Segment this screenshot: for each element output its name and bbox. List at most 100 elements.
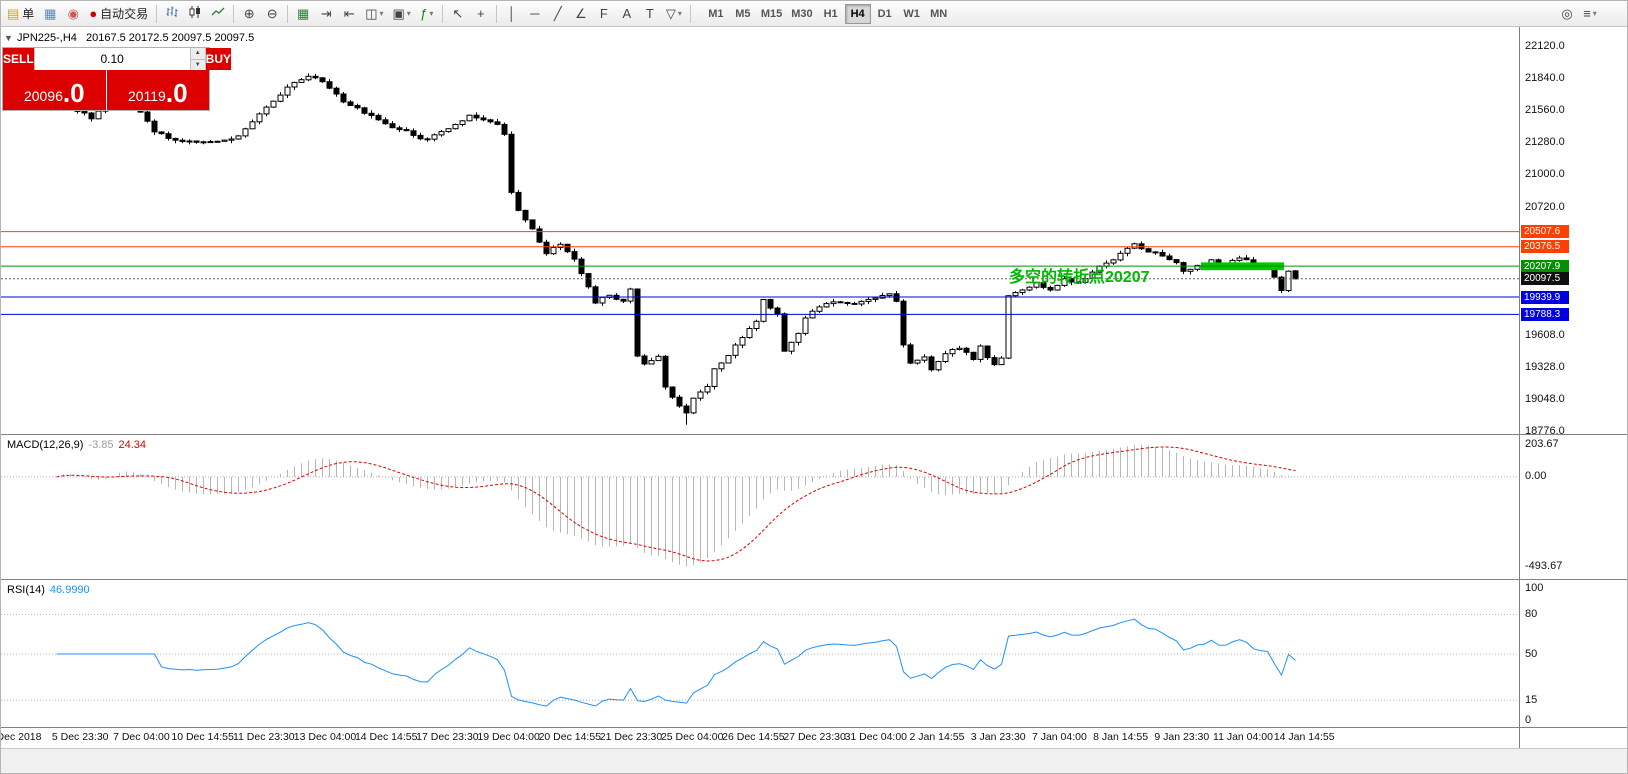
timeframe-m5-button[interactable]: M5 xyxy=(730,4,756,24)
volume-up-button[interactable]: ▲ xyxy=(190,48,205,60)
price-axis[interactable]: 20507.6 20376.5 20207.9 19939.9 19788.3 20097… xyxy=(1519,27,1627,748)
macd-histogram xyxy=(63,444,1296,567)
axis-tick-label: 19048.0 xyxy=(1525,393,1565,406)
period-button[interactable]: ▣ ▾ xyxy=(389,3,415,25)
chart-shift-icon: ⇤ xyxy=(343,6,355,21)
indicators-button[interactable]: ƒ ▾ xyxy=(416,3,438,25)
timeframe-h4-button[interactable]: H4 xyxy=(844,3,871,24)
time-axis-label: 17 Dec 23:30 xyxy=(416,731,479,743)
time-axis-label: 11 Dec 23:30 xyxy=(232,731,295,743)
price-line-label: 20507.6 xyxy=(1521,225,1569,239)
chart-windows-button[interactable]: ▦ xyxy=(39,3,61,25)
text-label-button[interactable]: T xyxy=(639,3,661,25)
line-chart-button[interactable] xyxy=(207,3,229,25)
auto-scroll-icon: ⇥ xyxy=(320,6,332,21)
time-axis-label: 13 Dec 04:00 xyxy=(293,731,357,743)
pane-separator[interactable] xyxy=(1,727,1627,728)
auto-scroll-button[interactable]: ⇥ xyxy=(315,3,337,25)
chart-canvas[interactable] xyxy=(1,27,1519,728)
timeframe-mn-button[interactable]: MN xyxy=(926,4,952,24)
axis-tick-label: 80 xyxy=(1525,607,1538,620)
candlesticks xyxy=(53,73,1299,425)
auto-trading-button[interactable]: ● 自动交易 xyxy=(85,3,152,25)
timeframe-m1-button[interactable]: M1 xyxy=(703,4,729,24)
new-order-label: 单 xyxy=(22,7,35,21)
time-axis-label: 8 Jan 14:55 xyxy=(1093,731,1149,743)
volume-input[interactable] xyxy=(34,48,190,70)
axis-tick-label: 0 xyxy=(1525,713,1532,726)
tile-windows-button[interactable]: ▦ xyxy=(292,3,314,25)
volume-spinner: ▲ ▼ xyxy=(189,48,205,70)
time-axis-label: 5 Dec 23:30 xyxy=(51,731,109,743)
arrows-button[interactable]: ▽ ▾ xyxy=(662,3,686,25)
time-axis-label: 21 Dec 23:30 xyxy=(599,731,663,743)
macd-signal-line xyxy=(56,446,1296,562)
axis-tick-label: 21000.0 xyxy=(1525,168,1565,181)
crosshair-button[interactable]: + xyxy=(470,3,492,25)
zoom-out-button[interactable]: ⊖ xyxy=(261,3,283,25)
time-axis-label: 7 Jan 04:00 xyxy=(1031,731,1087,743)
new-order-button[interactable]: ▤ 单 xyxy=(3,3,38,25)
text-button[interactable]: A xyxy=(616,3,638,25)
sell-price-tile[interactable]: 20096.0 xyxy=(3,70,106,110)
timeframe-w1-button[interactable]: W1 xyxy=(899,4,925,24)
time-axis[interactable]: Dec 2018 5 Dec 23:30 7 Dec 04:00 10 Dec 14:… xyxy=(1,728,1519,748)
bar-chart-button[interactable] xyxy=(161,3,183,25)
price-line-label: 19939.9 xyxy=(1521,290,1569,304)
buy-button[interactable]: BUY xyxy=(205,48,232,70)
pane-separator[interactable] xyxy=(1,579,1627,580)
new-chart-button[interactable]: ◫ ▾ xyxy=(361,3,387,25)
buy-price-tile[interactable]: 20119.0 xyxy=(106,70,209,110)
search-button[interactable]: ◎ xyxy=(1556,3,1578,25)
equidistant-channel-button[interactable]: ∠ xyxy=(570,3,592,25)
axis-tick-label: 19328.0 xyxy=(1525,360,1565,373)
axis-tick-label: 0.00 xyxy=(1525,470,1547,483)
new-order-icon: ▤ xyxy=(7,6,20,21)
macd-signal-value: 24.34 xyxy=(118,439,147,451)
timeframe-m15-button[interactable]: M15 xyxy=(757,4,786,24)
fibonacci-button[interactable]: F xyxy=(593,3,615,25)
settings-button[interactable]: ≡ ▾ xyxy=(1579,3,1601,25)
dropdown-arrow-icon: ▾ xyxy=(1592,9,1597,18)
volume-down-button[interactable]: ▼ xyxy=(190,59,205,70)
time-axis-label: 2 Jan 14:55 xyxy=(909,731,965,743)
cursor-icon: ↖ xyxy=(452,6,464,21)
auto-trading-label: 自动交易 xyxy=(100,7,149,21)
zoom-in-button[interactable]: ⊕ xyxy=(238,3,260,25)
trendline-button[interactable]: ╱ xyxy=(547,3,569,25)
timeframe-m30-button[interactable]: M30 xyxy=(787,4,816,24)
chart-shift-button[interactable]: ⇤ xyxy=(338,3,360,25)
vertical-line-button[interactable]: │ xyxy=(501,3,523,25)
price-line-label: 20207.9 xyxy=(1521,259,1569,273)
time-axis-label: 31 Dec 04:00 xyxy=(844,731,908,743)
alerts-button[interactable]: ◉ xyxy=(62,3,84,25)
sell-price-int: 20096 xyxy=(23,88,63,104)
zoom-in-icon: ⊕ xyxy=(243,6,255,21)
candlestick-chart-button[interactable] xyxy=(184,3,206,25)
time-axis-label: 14 Dec 14:55 xyxy=(354,731,418,743)
sell-button[interactable]: SELL xyxy=(3,48,34,70)
fibonacci-icon: F xyxy=(599,6,608,21)
vertical-line-icon: │ xyxy=(507,6,516,21)
axis-tick-label: -493.67 xyxy=(1525,560,1563,573)
rsi-name: RSI(14) xyxy=(7,584,45,596)
equidistant-channel-icon: ∠ xyxy=(574,6,587,21)
axis-tick-label: 203.67 xyxy=(1525,438,1559,451)
pane-separator[interactable] xyxy=(1,434,1627,435)
axis-tick-label: 21280.0 xyxy=(1525,136,1565,149)
timeframe-h1-button[interactable]: H1 xyxy=(818,4,844,24)
time-axis-label: 19 Dec 04:00 xyxy=(477,731,540,743)
time-axis-label: 11 Jan 04:00 xyxy=(1213,731,1273,743)
rsi-value: 46.9990 xyxy=(49,584,90,596)
candlestick-chart-icon xyxy=(188,5,202,22)
volume-control: ▲ ▼ xyxy=(33,48,206,70)
horizontal-line-button[interactable]: ─ xyxy=(524,3,546,25)
time-axis-label: 3 Jan 23:30 xyxy=(970,731,1026,743)
one-click-toggle[interactable]: ▼ xyxy=(4,33,13,43)
toolbar: ▤ 单 ▦ ◉ ● 自动交易 ⊕ ⊖ ▦ ⇥ ⇤ ◫ ▾ ▣ ▾ ƒ ▾ ↖ + │ ─ ╱ ∠ F A T ▽ ▾ M1 M5 M15 M3… xyxy=(1,1,1627,27)
timeframe-d1-button[interactable]: D1 xyxy=(872,4,898,24)
chart-windows-icon: ▦ xyxy=(44,6,57,21)
line-chart-icon xyxy=(211,5,225,22)
cursor-button[interactable]: ↖ xyxy=(447,3,469,25)
chart-plot-area[interactable] xyxy=(1,27,1519,728)
